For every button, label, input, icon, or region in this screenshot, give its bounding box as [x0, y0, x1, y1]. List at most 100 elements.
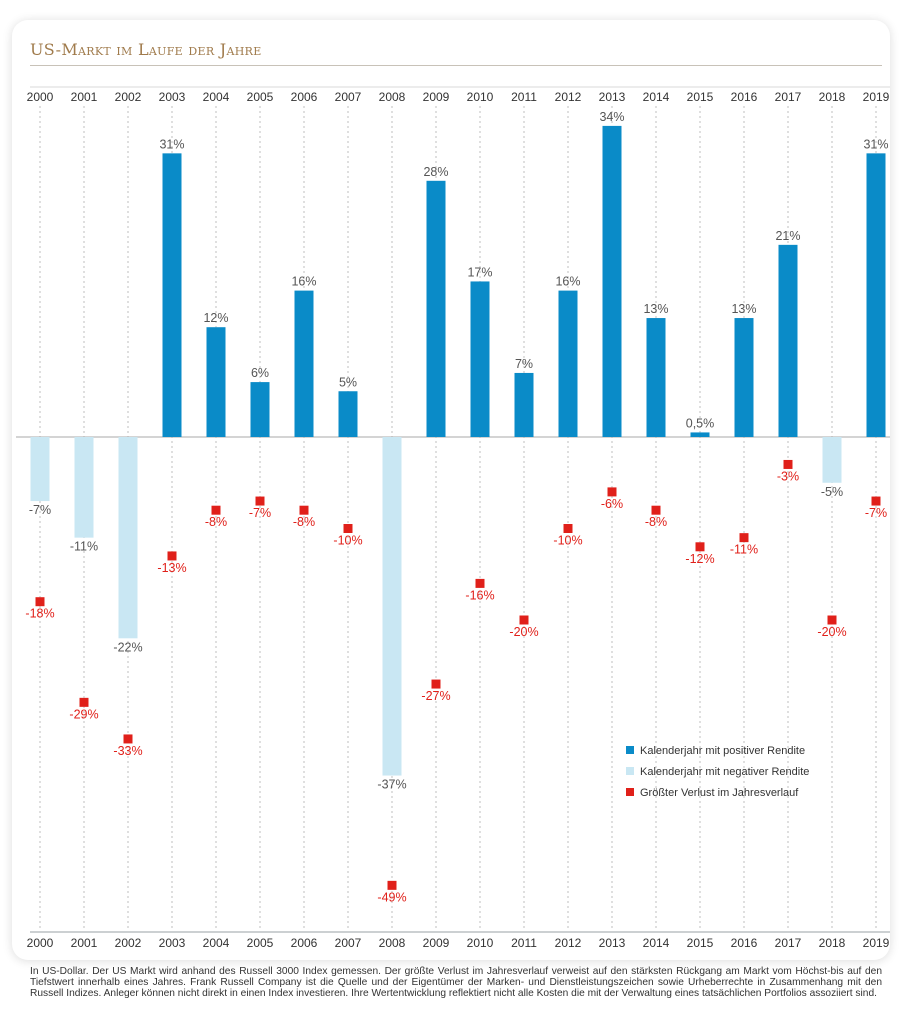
x-tick-top-2012: 2012	[555, 90, 582, 104]
bar-label-2004: 12%	[203, 311, 228, 325]
legend-label-3: Größter Verlust im Jahresverlauf	[640, 787, 799, 799]
bar-2011	[514, 372, 534, 437]
max-loss-marker-2009	[431, 679, 441, 689]
x-tick-bottom-2002: 2002	[115, 936, 142, 950]
bar-2019	[866, 153, 886, 437]
x-tick-top-2017: 2017	[775, 90, 802, 104]
x-tick-top-2010: 2010	[467, 90, 494, 104]
x-tick-bottom-2007: 2007	[335, 936, 362, 950]
x-tick-bottom-2015: 2015	[687, 936, 714, 950]
x-tick-top-2003: 2003	[159, 90, 186, 104]
max-loss-label-2009: -27%	[421, 689, 450, 703]
legend-swatch-2	[626, 767, 634, 775]
bar-2012	[558, 290, 578, 437]
x-tick-bottom-2018: 2018	[819, 936, 846, 950]
bar-label-2014: 13%	[643, 302, 668, 316]
max-loss-label-2004: -8%	[205, 515, 227, 529]
max-loss-label-2000: -18%	[25, 607, 54, 621]
bar-label-2015: 0,5%	[686, 416, 715, 430]
x-tick-bottom-2004: 2004	[203, 936, 230, 950]
x-tick-bottom-2012: 2012	[555, 936, 582, 950]
max-loss-marker-2008	[387, 880, 397, 890]
x-tick-bottom-2000: 2000	[27, 936, 54, 950]
bar-label-2019: 31%	[863, 137, 888, 151]
bar-label-2006: 16%	[291, 275, 316, 289]
bar-label-2013: 34%	[599, 110, 624, 124]
x-tick-top-2007: 2007	[335, 90, 362, 104]
x-tick-bottom-2016: 2016	[731, 936, 758, 950]
x-tick-top-2013: 2013	[599, 90, 626, 104]
footnote: In US-Dollar. Der US Markt wird anhand d…	[30, 966, 882, 1000]
x-tick-bottom-2003: 2003	[159, 936, 186, 950]
bar-2001	[74, 437, 94, 538]
max-loss-marker-2017	[783, 459, 793, 469]
x-tick-bottom-2017: 2017	[775, 936, 802, 950]
max-loss-marker-2016	[739, 533, 749, 543]
bar-label-2018: -5%	[821, 485, 843, 499]
max-loss-label-2007: -10%	[333, 534, 362, 548]
max-loss-label-2016: -11%	[730, 543, 758, 557]
x-tick-top-2016: 2016	[731, 90, 758, 104]
returns-chart: 2000 2000 2001 2001 2002 2002 2003 2003 2004 2004…	[16, 86, 890, 950]
max-loss-label-2010: -16%	[465, 588, 494, 602]
x-tick-bottom-2008: 2008	[379, 936, 406, 950]
bar-label-2007: 5%	[339, 375, 357, 389]
max-loss-label-2003: -13%	[157, 561, 186, 575]
bar-2018	[822, 437, 842, 483]
max-loss-label-2001: -29%	[69, 707, 98, 721]
max-loss-marker-2004	[211, 505, 221, 515]
x-tick-top-2004: 2004	[203, 90, 230, 104]
bar-2005	[250, 382, 270, 437]
max-loss-marker-2015	[695, 542, 705, 552]
max-loss-marker-2012	[563, 524, 573, 533]
x-tick-top-2011: 2011	[511, 90, 537, 104]
max-loss-label-2005: -7%	[249, 506, 271, 520]
bar-2007	[338, 391, 358, 437]
title-divider	[30, 65, 882, 66]
bar-label-2016: 13%	[731, 302, 756, 316]
bar-2006	[294, 290, 314, 437]
max-loss-label-2015: -12%	[685, 552, 714, 566]
legend-label-1: Kalenderjahr mit positiver Rendite	[640, 745, 805, 757]
x-tick-bottom-2014: 2014	[643, 936, 670, 950]
x-tick-top-2001: 2001	[71, 90, 98, 104]
bar-label-2012: 16%	[555, 275, 580, 289]
max-loss-label-2017: -3%	[777, 469, 799, 483]
x-tick-bottom-2010: 2010	[467, 936, 494, 950]
max-loss-marker-2007	[343, 524, 353, 533]
x-tick-top-2002: 2002	[115, 90, 142, 104]
max-loss-marker-2000	[35, 597, 45, 607]
bar-2010	[470, 281, 490, 437]
x-tick-top-2008: 2008	[379, 90, 406, 104]
x-tick-bottom-2001: 2001	[71, 936, 98, 950]
max-loss-label-2011: -20%	[509, 625, 538, 639]
bar-label-2010: 17%	[467, 265, 492, 279]
max-loss-marker-2005	[255, 496, 265, 506]
x-tick-top-2006: 2006	[291, 90, 318, 104]
max-loss-marker-2018	[827, 615, 837, 625]
chart-title: US-Markt im Laufe der Jahre	[30, 40, 262, 59]
bar-label-2011: 7%	[515, 357, 533, 371]
max-loss-label-2014: -8%	[645, 515, 667, 529]
bar-label-2017: 21%	[775, 229, 800, 243]
x-tick-bottom-2011: 2011	[511, 936, 537, 950]
bar-2003	[162, 153, 182, 437]
bar-2004	[206, 327, 226, 437]
legend-label-2: Kalenderjahr mit negativer Rendite	[640, 766, 809, 778]
x-tick-bottom-2019: 2019	[863, 936, 890, 950]
bar-label-2001: -11%	[70, 540, 98, 554]
bar-label-2002: -22%	[113, 640, 142, 654]
x-tick-top-2000: 2000	[27, 90, 54, 104]
bar-label-2009: 28%	[423, 165, 448, 179]
bar-2009	[426, 180, 446, 438]
bar-label-2008: -37%	[377, 778, 406, 792]
max-loss-label-2019: -7%	[865, 506, 887, 520]
max-loss-marker-2003	[167, 551, 177, 561]
max-loss-marker-2019	[871, 496, 881, 506]
legend-swatch-1	[626, 746, 634, 754]
max-loss-marker-2013	[607, 487, 617, 497]
bar-label-2003: 31%	[159, 137, 184, 151]
x-tick-top-2019: 2019	[863, 90, 890, 104]
max-loss-marker-2010	[475, 578, 485, 588]
max-loss-label-2012: -10%	[553, 534, 582, 548]
